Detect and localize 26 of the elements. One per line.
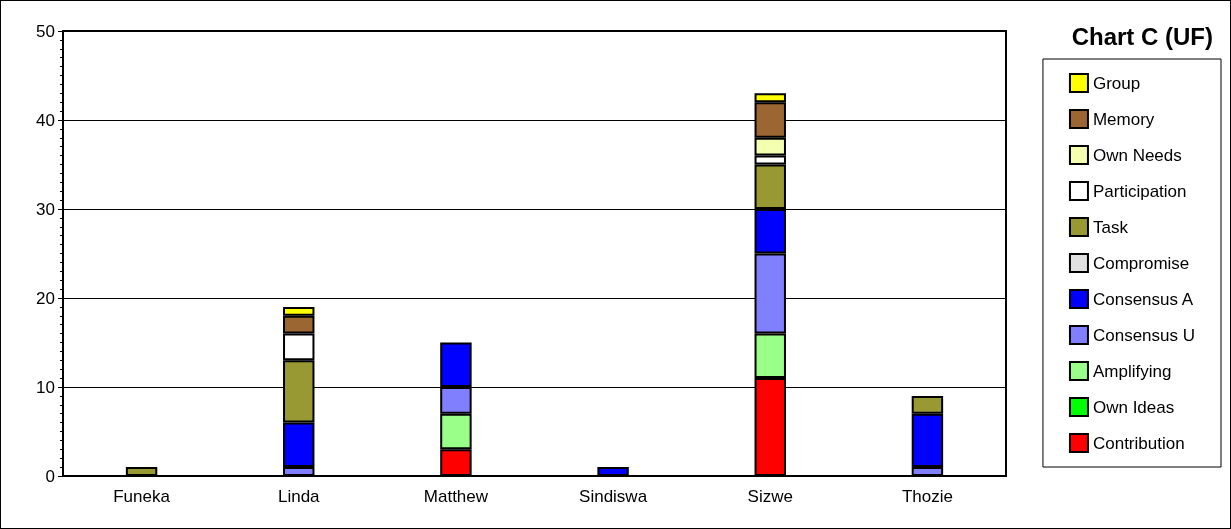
bar: [597, 467, 629, 476]
y-tick-label: 20: [36, 288, 55, 308]
x-tick-label: Funeka: [113, 487, 171, 506]
legend-label: Own Needs: [1092, 145, 1182, 165]
legend-label: Consensus A: [1092, 289, 1194, 309]
legend-label: Task: [1092, 217, 1129, 237]
x-tick-label: Sindiswa: [579, 487, 648, 506]
y-tick-label: 40: [36, 110, 55, 130]
y-tick-label: 30: [36, 199, 55, 219]
y-tick-label: 0: [45, 466, 55, 486]
x-tick-label: Linda: [277, 487, 321, 506]
x-tick-label: Sizwe: [747, 487, 793, 506]
legend-label: Compromise: [1092, 253, 1190, 273]
legend-label: Own Ideas: [1092, 397, 1175, 417]
legend-label: Memory: [1092, 109, 1155, 129]
y-tick-label: 10: [36, 377, 55, 397]
x-tick-label: Thozie: [901, 487, 953, 506]
legend-label: Contribution: [1092, 433, 1185, 453]
x-tick-label: Matthew: [423, 487, 489, 506]
y-tick-label: 50: [36, 21, 55, 41]
legend-label: Participation: [1092, 181, 1187, 201]
bar: [125, 467, 158, 476]
legend-label: Amplifying: [1092, 361, 1172, 381]
legend-label: Consensus U: [1092, 325, 1196, 345]
text: Chart C (UF): [1071, 22, 1214, 50]
legend-label: Group: [1092, 73, 1141, 93]
